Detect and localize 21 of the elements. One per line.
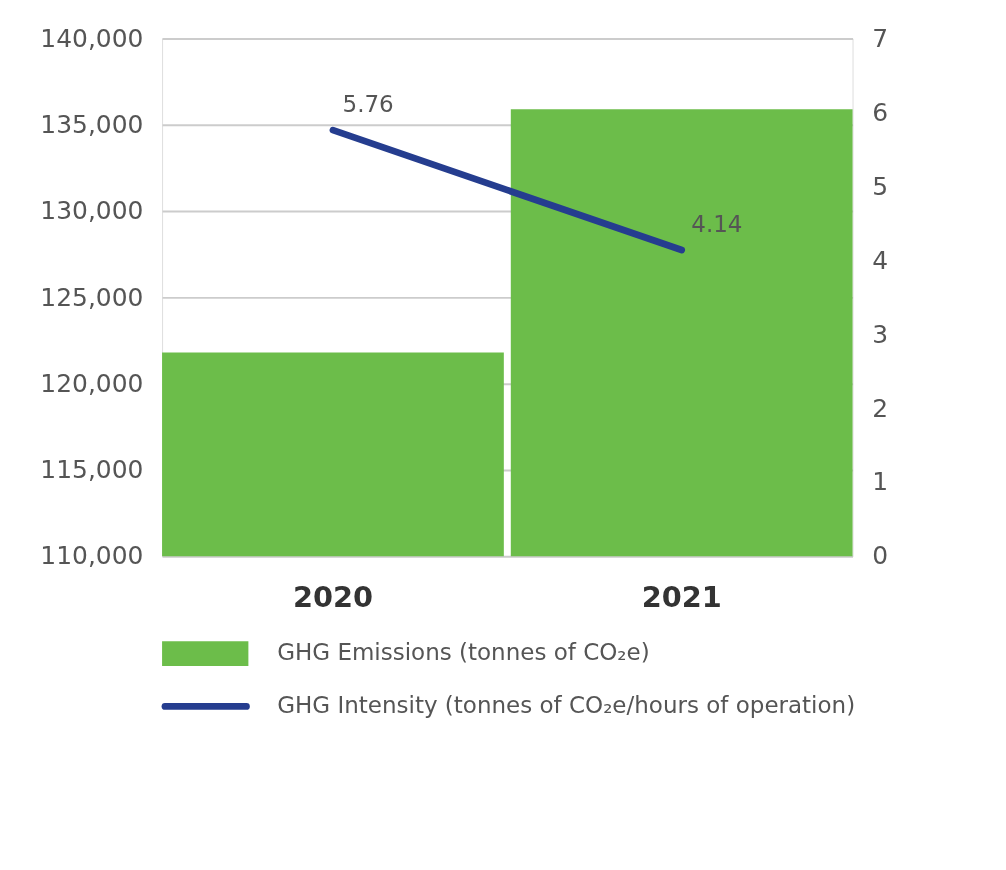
y-tick-label: 125,000 (40, 282, 144, 312)
y-tick-label: 120,000 (40, 368, 144, 398)
y2-tick-label: 5 (872, 171, 889, 201)
y2-tick-label: 2 (872, 393, 889, 423)
y-tick-label: 110,000 (40, 541, 144, 571)
y2-tick-label: 0 (872, 541, 889, 571)
y-tick-label: 130,000 (40, 196, 144, 226)
y2-tick-label: 7 (872, 23, 889, 53)
data-label: 5.76 (342, 90, 394, 117)
y-tick-label: 115,000 (40, 455, 144, 485)
y-tick-label: 140,000 (40, 23, 144, 53)
y2-tick-label: 4 (872, 245, 889, 275)
x-tick-label: 2020 (292, 579, 373, 614)
y2-tick-label: 6 (872, 97, 889, 127)
data-label: 4.14 (691, 210, 743, 237)
legend-label: GHG Intensity (tonnes of CO₂e/hours of operation) (277, 692, 856, 719)
legend-label: GHG Emissions (tonnes of CO₂e) (277, 639, 650, 666)
y2-tick-label: 3 (872, 319, 889, 349)
y-tick-label: 135,000 (40, 109, 144, 139)
y2-tick-label: 1 (872, 467, 889, 497)
x-tick-label: 2021 (641, 579, 722, 614)
